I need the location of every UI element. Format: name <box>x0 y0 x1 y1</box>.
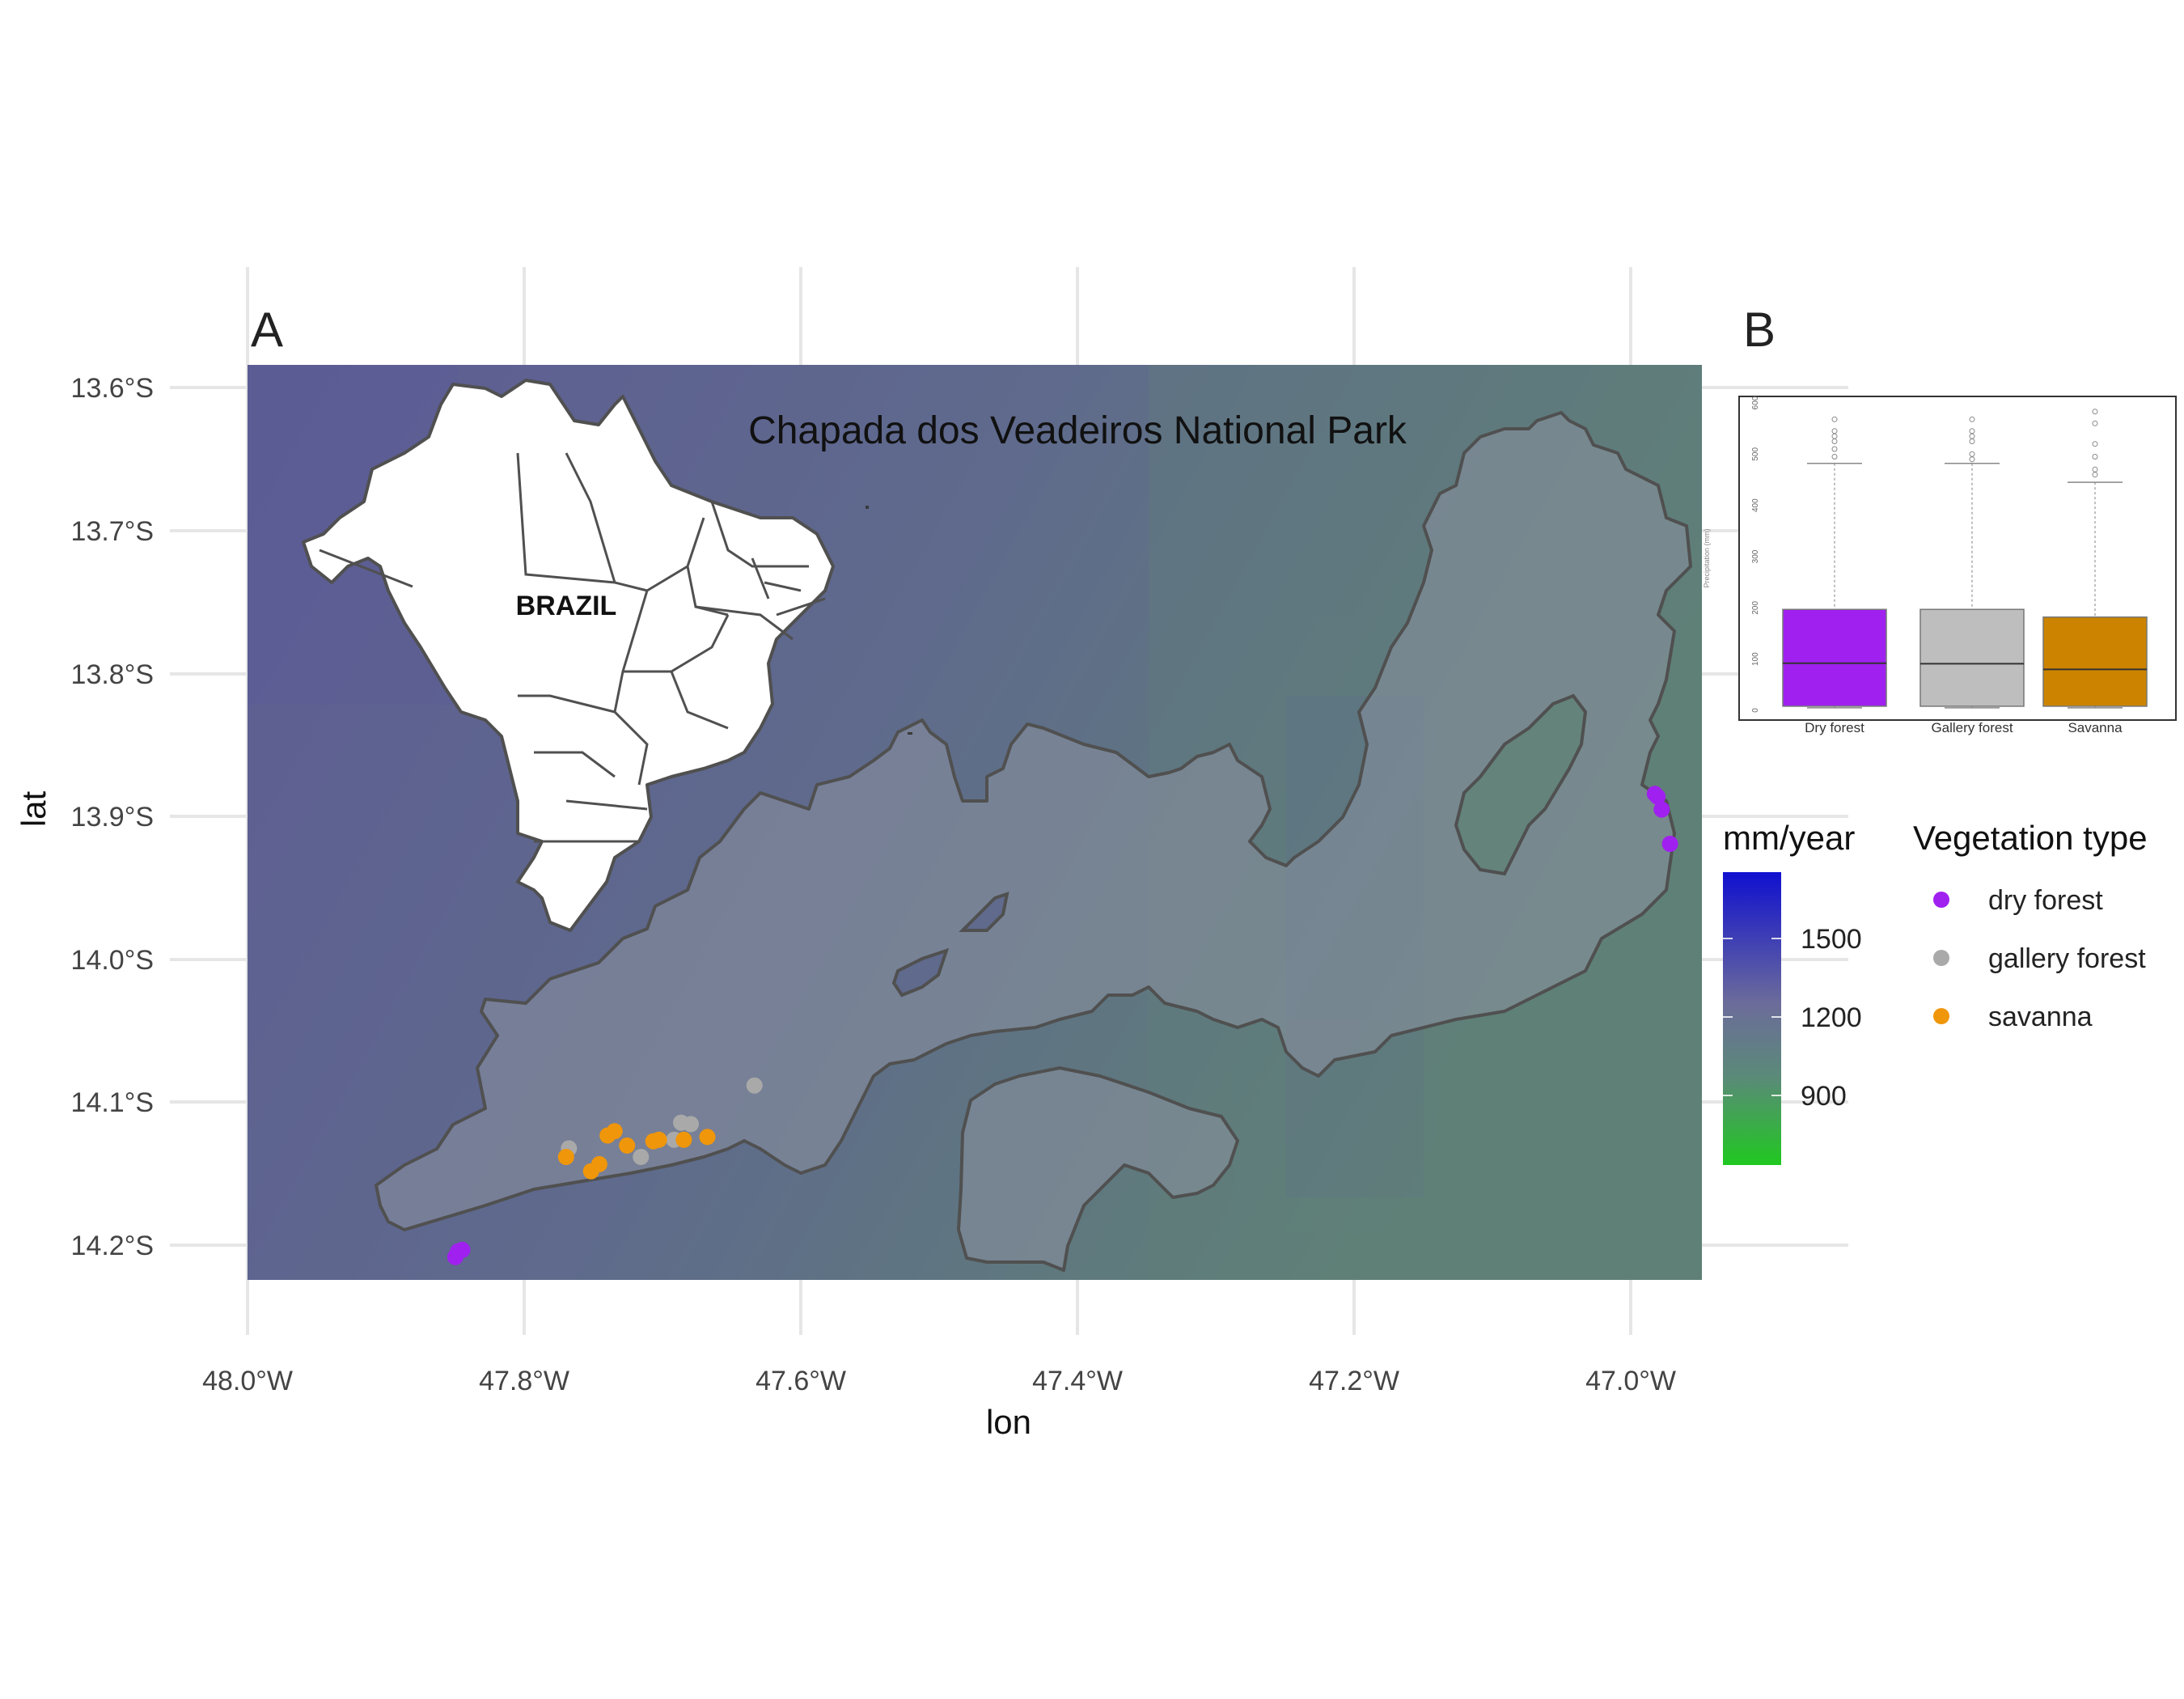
country-label: BRAZIL <box>516 591 617 621</box>
sample-point-dry-forest <box>454 1241 471 1258</box>
sample-points <box>447 786 1678 1265</box>
box-category-label: Gallery forest <box>1931 720 2013 735</box>
box-outlier <box>2092 409 2098 415</box>
y-tick-label: 13.8°S <box>71 659 154 690</box>
colorbar-title: mm/year <box>1723 819 1855 857</box>
x-tick-label: 47.0°W <box>1585 1366 1676 1396</box>
sample-point-savanna <box>699 1129 716 1146</box>
boxplot-y-tick-label: 300 <box>1751 549 1760 563</box>
legend-key-savanna <box>1933 1008 1949 1024</box>
x-axis-ticks: 48.0°W 47.8°W 47.6°W 47.4°W 47.2°W 47.0°… <box>202 1366 1676 1396</box>
y-tick-label: 14.2°S <box>71 1231 154 1261</box>
x-axis-title: lon <box>986 1403 1031 1441</box>
boxplot-y-tick-label: 0 <box>1751 708 1760 713</box>
box-iqr <box>2042 616 2148 707</box>
park-inner-hole <box>1454 693 1588 876</box>
legend-label: savanna <box>1988 1002 2093 1032</box>
sample-point-savanna <box>675 1131 692 1148</box>
legend-key-dry-forest <box>1933 892 1949 908</box>
boxplot-y-tick-label: 600 <box>1751 396 1760 409</box>
boxplot-y-tick-label: 500 <box>1751 447 1760 461</box>
y-tick-label: 13.9°S <box>71 802 154 833</box>
boxplot-y-axis: 0 100 200 300 400 500 600 <box>1751 396 1760 713</box>
brazil-inset <box>302 379 835 932</box>
park-inner-hole <box>891 947 950 998</box>
sample-point-savanna <box>619 1137 636 1154</box>
box-outlier <box>2092 420 2098 426</box>
sample-point-gallery-forest <box>746 1077 763 1094</box>
legend-key-gallery-forest <box>1933 950 1949 966</box>
boxplot-boxes <box>1782 409 2148 709</box>
panel-a-label: A <box>251 303 283 357</box>
colorbar-ramp <box>1723 872 1781 1165</box>
brazil-state-borders <box>319 452 826 843</box>
box-outlier <box>1969 451 1975 457</box>
box-category-label: Dry forest <box>1805 720 1864 735</box>
sample-point-savanna <box>606 1123 623 1140</box>
y-axis-ticks: 13.6°S 13.7°S 13.8°S 13.9°S 14.0°S 14.1°… <box>71 373 154 1261</box>
box-outlier <box>2092 441 2098 447</box>
brazil-outline <box>302 379 835 932</box>
boxplot-y-tick-label: 400 <box>1751 498 1760 512</box>
panel-b-label: B <box>1743 303 1776 357</box>
box-outlier <box>2092 454 2098 460</box>
sample-point-dry-forest <box>1653 801 1670 818</box>
map-title: Chapada dos Veadeiros National Park <box>748 409 1407 452</box>
park-boundary <box>375 411 1692 1231</box>
box-category-label: Savanna <box>2068 720 2123 735</box>
sample-point-gallery-forest <box>633 1149 650 1165</box>
box-iqr <box>1919 608 2025 707</box>
legend-label: dry forest <box>1988 885 2103 916</box>
x-tick-label: 47.2°W <box>1309 1366 1399 1396</box>
x-tick-label: 47.6°W <box>756 1366 846 1396</box>
y-axis-title: lat <box>15 790 53 827</box>
box-outlier <box>1831 416 1838 422</box>
boxplot-y-axis-title: Precipitation (mm) <box>1703 528 1711 587</box>
boxplot-y-tick-label: 100 <box>1751 652 1760 666</box>
sample-point-dry-forest <box>1649 788 1666 805</box>
sample-point-savanna <box>557 1149 574 1165</box>
colorbar: mm/year 1500 1200 900 <box>1723 819 1862 1165</box>
x-tick-label: 47.4°W <box>1032 1366 1123 1396</box>
park-inner-hole <box>959 892 1009 932</box>
colorbar-tick-label: 1500 <box>1801 924 1862 955</box>
map-panel <box>248 365 1702 1280</box>
box-outlier <box>1969 416 1975 422</box>
box-outlier <box>1831 446 1838 452</box>
boxplot-panel: 0 100 200 300 400 500 600 Precipitation (mm) D… <box>1703 396 2177 735</box>
raster-artifact <box>908 732 912 735</box>
colorbar-tick-label: 1200 <box>1801 1002 1862 1033</box>
x-tick-label: 48.0°W <box>202 1366 293 1396</box>
x-tick-label: 47.8°W <box>479 1366 569 1396</box>
legend-label: gallery forest <box>1988 943 2146 974</box>
vegetation-legend: Vegetation type dry forest gallery fores… <box>1913 819 2148 1032</box>
colorbar-tick-label: 900 <box>1801 1081 1847 1112</box>
box-outlier <box>1831 428 1838 434</box>
y-tick-label: 14.0°S <box>71 945 154 976</box>
y-tick-label: 13.6°S <box>71 373 154 404</box>
boxplot-y-tick-label: 200 <box>1751 601 1760 615</box>
sample-point-savanna <box>650 1131 667 1148</box>
sample-point-dry-forest <box>1661 836 1678 852</box>
park-southern-lobe <box>957 1066 1239 1272</box>
sample-point-gallery-forest <box>683 1116 699 1133</box>
sample-point-savanna <box>590 1155 607 1172</box>
box-outlier <box>1831 454 1838 460</box>
box-outlier <box>2092 466 2098 472</box>
raster-artifact <box>866 506 869 509</box>
box-outlier <box>1969 428 1975 434</box>
box-iqr <box>1782 608 1887 707</box>
y-tick-label: 14.1°S <box>71 1087 154 1118</box>
legend-title: Vegetation type <box>1913 819 2148 857</box>
y-tick-label: 13.7°S <box>71 516 154 547</box>
